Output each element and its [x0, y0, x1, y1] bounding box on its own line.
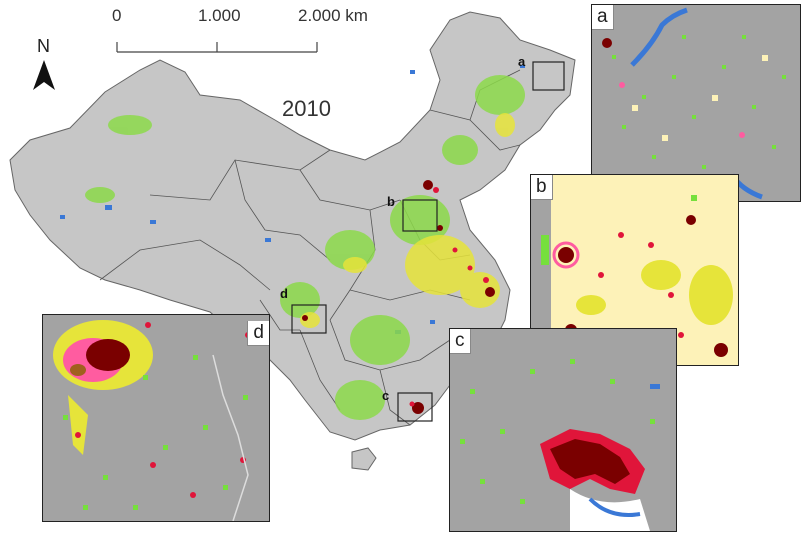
scale-tick-2000: 2.000 km [298, 6, 368, 25]
inset-c: c [449, 328, 677, 532]
urban-pink [409, 187, 489, 407]
year-label: 2010 [282, 96, 331, 121]
box-label-b: b [387, 194, 395, 209]
inset-d-map [43, 315, 269, 521]
inset-c-label: c [450, 329, 471, 354]
box-label-d: d [280, 286, 288, 301]
scale-bar: 0 1.000 2.000 km [100, 6, 390, 58]
scale-line [116, 42, 318, 53]
box-d [291, 304, 327, 334]
inset-b-label: b [531, 175, 553, 200]
inset-d-label: d [247, 321, 269, 346]
inset-a-label: a [592, 5, 614, 30]
hainan-island [351, 447, 377, 471]
box-label-c: c [382, 388, 390, 403]
box-a [532, 61, 565, 91]
inset-d: d [42, 314, 270, 522]
box-c [397, 392, 433, 422]
box-b [402, 199, 438, 232]
urban-cores [302, 180, 495, 414]
north-arrow: N [28, 36, 58, 96]
north-label: N [37, 36, 50, 56]
box-label-a: a [518, 54, 526, 69]
scale-tick-0: 0 [112, 6, 122, 25]
north-arrow-icon [33, 60, 55, 90]
inset-a-map [592, 5, 800, 201]
scale-tick-1000: 1.000 [198, 6, 241, 25]
inset-a: a [591, 4, 801, 202]
green-areas [85, 75, 525, 420]
inset-c-map [450, 329, 676, 531]
